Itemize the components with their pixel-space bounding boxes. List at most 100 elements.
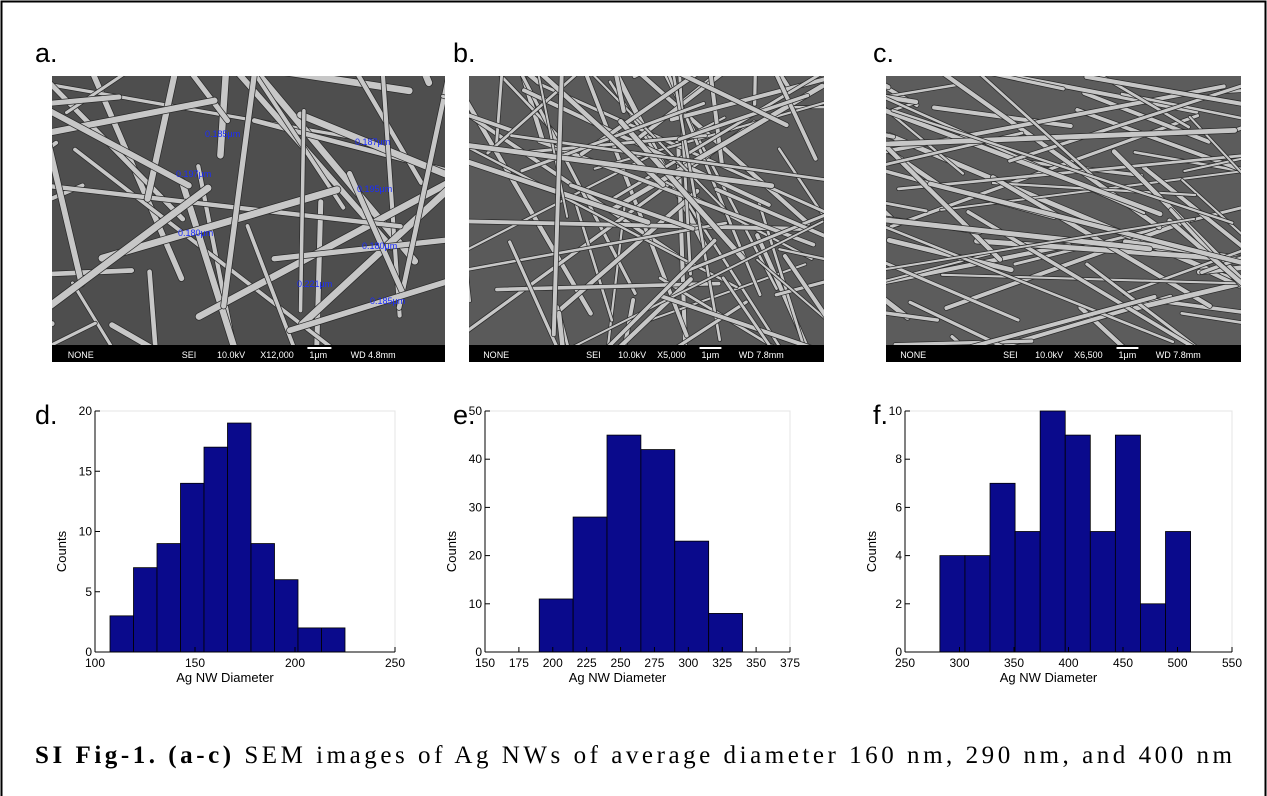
bar [1140,603,1166,653]
nanowire [886,143,1003,262]
bar [989,482,1016,653]
nanowire [757,200,805,345]
panel-label: c. [873,38,894,68]
x-tick-label: 150 [185,656,205,670]
bar [538,598,574,653]
nanowire [98,186,341,262]
nanowire [346,170,406,296]
y-tick-label: 0 [475,645,482,659]
y-tick-label: 4 [895,549,902,563]
nanowire [469,219,805,231]
nanowire [618,119,745,261]
nanowire [1133,150,1241,173]
nanowire [1145,297,1241,314]
nanowire [721,276,771,345]
nanowire [1123,249,1241,295]
info-text: NONE [900,350,926,360]
sem-image: NONE SEI 10.0kV X12,000 1μm WD 4.8mm 0.185μm 0.… [52,76,445,362]
nanowire [966,210,1194,345]
nanowire [676,136,688,345]
nanowire [677,300,748,345]
nanowire-edge [52,140,59,149]
x-tick-label: 200 [543,656,563,670]
nanowire [237,76,395,250]
bar [133,567,158,653]
info-text: X6,500 [1074,350,1103,360]
nanowire [886,108,1163,217]
panel-label: a. [35,38,58,68]
x-axis-label: Ag NW Diameter [1000,670,1098,685]
y-tick-label: 0 [895,645,902,659]
y-axis-label: Counts [54,530,69,572]
nanowire [927,181,1241,265]
nanowire [52,140,59,149]
nanowire [396,81,445,311]
info-text: WD 4.8mm [351,350,396,360]
nanowire [891,109,1234,224]
nanowire [52,184,212,309]
sem-image: NONE SEI 10.0kV X5,000 1μm WD 7.8mm [469,76,824,362]
bar [674,540,710,653]
nanowire [190,76,231,124]
nanowire [980,76,1096,179]
nanowire [607,205,626,345]
measurement-label: 0.221μm [297,279,332,289]
nanowire [1183,157,1241,173]
nanowire [469,221,728,271]
x-tick-label: 225 [577,656,597,670]
nanowire [680,76,789,128]
nanowire [897,154,1241,191]
info-text: NONE [483,350,509,360]
y-tick-label: 10 [469,597,483,611]
panel-label: d. [35,400,58,430]
nanowire [886,131,1024,166]
nanowire [52,184,403,229]
info-text: SEI [182,350,197,360]
nanowire-edge [526,76,542,86]
caption-text: SEM images of Ag NWs of average diameter… [244,742,1232,769]
bar [180,482,205,653]
nanowire [147,269,158,345]
x-tick-label: 400 [1058,656,1078,670]
info-text: WD 7.8mm [739,350,784,360]
nanowire [886,83,959,98]
nanowire [109,322,153,345]
measurement-label: 0.180μm [178,228,213,238]
nanowire [886,217,1196,271]
info-bar [886,345,1241,362]
x-tick-label: 250 [611,656,631,670]
nanowire [217,76,229,159]
nanowire [1013,206,1241,266]
nanowire [886,261,1020,322]
nanowire [610,83,824,212]
nanowire [469,159,651,225]
nanowires [52,76,445,345]
x-tick-label: 200 [285,656,305,670]
nanowire [886,243,1072,284]
nanowire [1099,76,1191,129]
y-tick-label: 40 [469,452,483,466]
bar [156,543,181,653]
bar [1114,434,1141,653]
nanowire [551,76,564,337]
measurement-label: 0.185μm [205,129,240,139]
info-text: 1μm [702,350,720,360]
nanowire [944,218,1191,311]
info-text: 10.0kV [1035,350,1063,360]
nanowire [1000,76,1199,114]
nanowire [569,183,695,231]
nanowire [52,94,122,106]
nanowire [499,76,560,138]
nanowire [1180,311,1241,324]
nanowire [678,76,692,276]
nanowire-edge [469,275,472,304]
measurement-label: 0.187μm [355,137,390,147]
nanowire [52,97,218,136]
bar [640,449,676,653]
nanowire [658,276,773,345]
nanowire [886,83,891,90]
nanowire [1084,76,1241,106]
bar [939,555,966,653]
nanowire [1132,280,1241,311]
